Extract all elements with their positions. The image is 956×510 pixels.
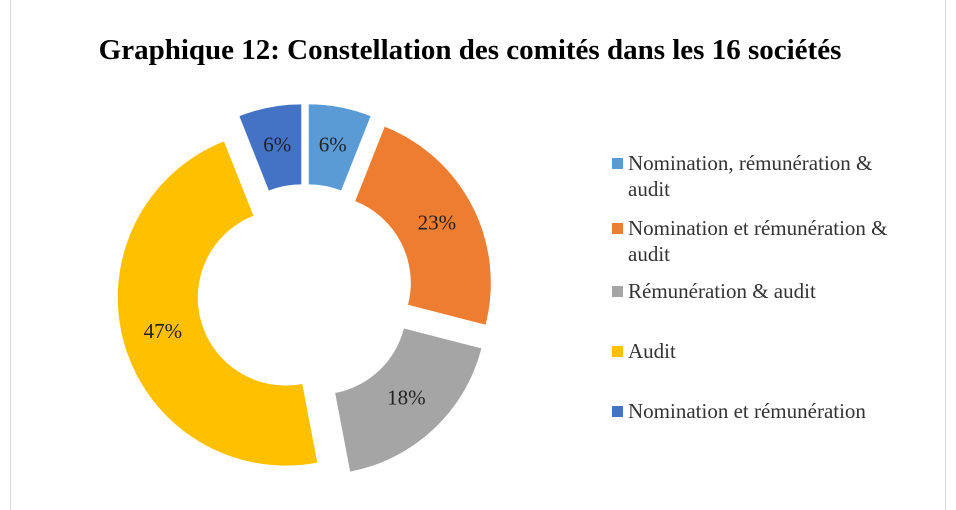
legend-swatch [612,346,623,357]
data-label: 18% [387,386,426,410]
legend-item: Nomination, rémunération & audit [612,150,902,202]
legend-swatch [612,223,623,234]
data-label: 23% [418,211,457,235]
chart-title: Graphique 12: Constellation des comités … [98,34,842,66]
legend-swatch [612,406,623,417]
legend-item: Nomination et rémunération [612,398,902,424]
data-label: 6% [319,132,347,156]
legend-label: Nomination, rémunération & audit [628,151,873,201]
legend-item: Rémunération & audit [612,278,902,304]
legend-swatch [612,286,623,297]
donut-segment [308,104,371,191]
data-label: 6% [263,132,291,156]
donut-segment [239,104,302,191]
donut-segment [335,328,482,472]
legend-label: Nomination et rémunération [628,399,866,423]
legend-label: Audit [628,339,676,363]
donut-segment [355,126,491,325]
legend-label: Nomination et rémunération & audit [628,216,888,266]
legend-swatch [612,158,623,169]
donut-segment [117,141,318,466]
data-label: 47% [144,319,183,343]
legend-label: Rémunération & audit [628,279,816,303]
legend-item: Nomination et rémunération & audit [612,215,902,267]
chart-border [10,0,946,510]
legend-item: Audit [612,338,902,364]
